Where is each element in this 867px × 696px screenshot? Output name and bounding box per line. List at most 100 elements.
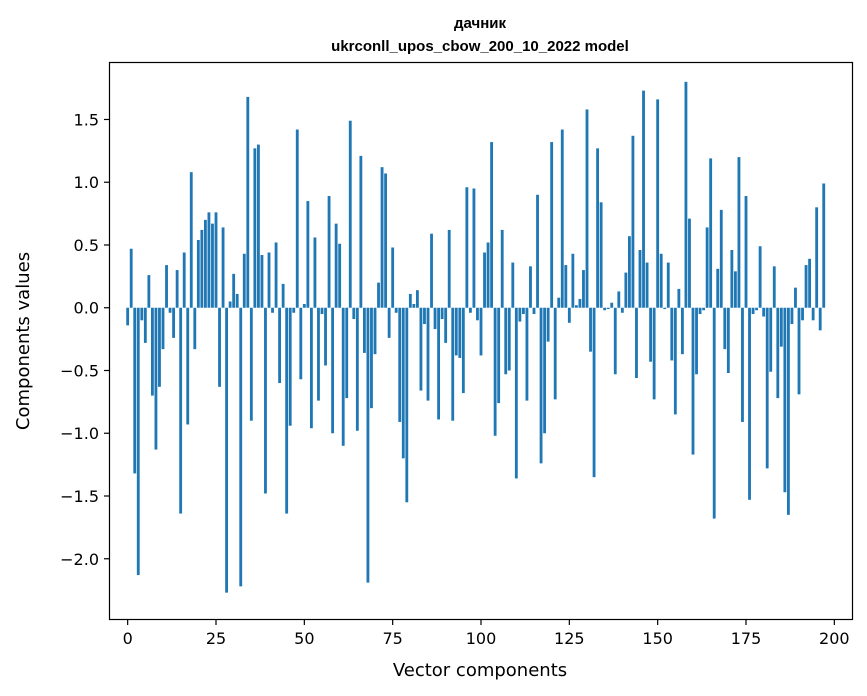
bar-131 bbox=[589, 307, 592, 352]
bar-18 bbox=[189, 172, 193, 308]
bar-101 bbox=[483, 252, 486, 308]
bar-104 bbox=[493, 307, 497, 436]
bar-17 bbox=[186, 307, 190, 425]
bar-184 bbox=[776, 307, 780, 399]
bar-44 bbox=[281, 283, 285, 308]
bar-188 bbox=[790, 307, 794, 325]
bar-185 bbox=[779, 307, 783, 347]
bar-150 bbox=[656, 99, 660, 308]
bar-119 bbox=[546, 307, 550, 342]
bar-82 bbox=[415, 290, 419, 308]
bar-20 bbox=[196, 239, 200, 308]
bar-153 bbox=[666, 262, 670, 308]
bar-66 bbox=[359, 155, 363, 308]
bar-165 bbox=[709, 158, 713, 308]
bar-147 bbox=[645, 262, 649, 308]
bar-177 bbox=[751, 307, 755, 315]
bar-141 bbox=[624, 272, 628, 308]
bar-161 bbox=[695, 307, 698, 375]
bar-118 bbox=[543, 307, 547, 434]
bar-152 bbox=[663, 307, 667, 309]
bar-54 bbox=[317, 307, 320, 401]
bar-2 bbox=[133, 307, 137, 474]
bar-140 bbox=[620, 307, 624, 313]
bar-76 bbox=[394, 307, 398, 313]
bar-162 bbox=[698, 307, 702, 315]
bar-110 bbox=[514, 307, 518, 479]
bar-125 bbox=[567, 307, 571, 323]
bar-97 bbox=[468, 307, 472, 313]
bar-55 bbox=[320, 307, 324, 315]
bar-43 bbox=[278, 307, 282, 384]
bar-122 bbox=[557, 297, 561, 308]
bar-51 bbox=[306, 201, 310, 308]
bar-143 bbox=[631, 135, 635, 308]
bar-61 bbox=[341, 307, 345, 446]
bar-123 bbox=[560, 129, 564, 308]
bar-127 bbox=[574, 305, 578, 308]
y-tick-label-6: 1.0 bbox=[74, 173, 99, 192]
bar-74 bbox=[387, 307, 391, 338]
bar-27 bbox=[221, 227, 225, 308]
bar-159 bbox=[688, 218, 691, 308]
bar-186 bbox=[783, 307, 787, 493]
bar-182 bbox=[769, 307, 773, 372]
bar-57 bbox=[327, 196, 331, 308]
bar-172 bbox=[733, 271, 737, 308]
bar-120 bbox=[550, 142, 554, 308]
bar-28 bbox=[225, 307, 229, 593]
bar-190 bbox=[797, 307, 801, 395]
bar-98 bbox=[472, 188, 476, 308]
x-tick-label-2: 50 bbox=[294, 629, 314, 648]
y-tick-label-0: −2.0 bbox=[60, 550, 99, 569]
bar-106 bbox=[500, 229, 504, 308]
bar-15 bbox=[179, 307, 183, 514]
bar-80 bbox=[408, 293, 412, 308]
bar-63 bbox=[348, 120, 352, 308]
bar-64 bbox=[352, 307, 356, 320]
bar-114 bbox=[529, 266, 532, 308]
bar-72 bbox=[380, 167, 384, 308]
bar-96 bbox=[465, 187, 469, 308]
bar-85 bbox=[426, 307, 430, 401]
y-tick-label-2: −1.0 bbox=[60, 424, 99, 443]
bar-13 bbox=[172, 307, 176, 338]
x-tick-label-0: 0 bbox=[123, 629, 133, 648]
bar-93 bbox=[454, 307, 458, 356]
bar-166 bbox=[712, 307, 716, 519]
bar-87 bbox=[433, 307, 437, 330]
y-tick-label-3: −0.5 bbox=[60, 361, 99, 380]
bar-25 bbox=[214, 212, 218, 308]
bar-58 bbox=[331, 307, 335, 434]
bar-132 bbox=[592, 307, 596, 478]
bar-112 bbox=[521, 307, 525, 315]
bar-139 bbox=[617, 291, 621, 308]
bar-60 bbox=[338, 243, 342, 308]
bar-78 bbox=[401, 307, 405, 459]
bar-21 bbox=[200, 229, 204, 308]
bar-52 bbox=[309, 307, 313, 429]
bar-99 bbox=[476, 307, 479, 321]
bar-117 bbox=[539, 307, 543, 464]
bar-86 bbox=[430, 233, 433, 308]
bar-192 bbox=[804, 265, 808, 308]
bar-133 bbox=[596, 148, 600, 308]
bar-111 bbox=[518, 307, 522, 322]
bar-91 bbox=[447, 229, 451, 308]
bar-173 bbox=[737, 157, 741, 308]
bar-69 bbox=[370, 307, 373, 409]
bar-56 bbox=[324, 307, 327, 366]
bar-50 bbox=[302, 303, 306, 308]
bar-103 bbox=[490, 142, 494, 308]
bar-196 bbox=[818, 307, 822, 331]
bar-73 bbox=[384, 173, 388, 308]
bar-157 bbox=[680, 307, 684, 355]
bar-160 bbox=[691, 307, 695, 455]
bar-144 bbox=[635, 307, 638, 379]
chart-subtitle: ukrconll_upos_cbow_200_10_2022 model bbox=[331, 38, 629, 55]
bar-83 bbox=[419, 307, 423, 391]
bar-121 bbox=[553, 307, 557, 400]
bar-0 bbox=[126, 307, 130, 326]
bar-49 bbox=[299, 307, 303, 380]
bar-113 bbox=[525, 307, 529, 401]
